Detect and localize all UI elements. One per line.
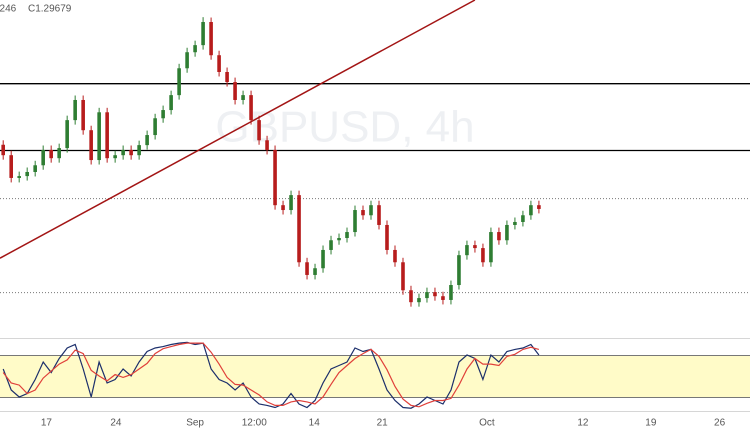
x-tick-label: 14 xyxy=(309,418,321,429)
oscillator-band xyxy=(0,355,750,397)
candle-body xyxy=(425,292,429,299)
candle-body xyxy=(473,245,477,249)
candle-body xyxy=(537,205,541,209)
candle-body xyxy=(209,22,213,56)
candle-body xyxy=(465,245,469,256)
x-tick-label: 12:00 xyxy=(242,418,267,429)
candle-body xyxy=(497,232,501,241)
candle-body xyxy=(529,205,533,216)
candle-body xyxy=(281,205,285,211)
watermark: GBPUSD, 4h xyxy=(215,103,474,152)
candle-body xyxy=(17,176,21,178)
x-tick-label: 26 xyxy=(714,418,726,429)
candle-body xyxy=(289,195,293,211)
x-tick-label: 19 xyxy=(645,418,657,429)
candle-body xyxy=(313,268,317,275)
candle-body xyxy=(337,238,341,241)
x-tick-label: Oct xyxy=(479,418,495,429)
candle-body xyxy=(129,149,133,156)
candle-body xyxy=(241,95,245,100)
candle-body xyxy=(297,195,301,263)
candle-body xyxy=(121,149,125,156)
candle-body xyxy=(305,262,309,275)
candle-body xyxy=(25,171,29,177)
x-tick-label: 24 xyxy=(110,418,122,429)
candle-body xyxy=(513,221,517,225)
candle-body xyxy=(449,285,453,300)
candle-body xyxy=(505,224,509,241)
candle-body xyxy=(89,130,93,161)
candle-body xyxy=(161,110,165,119)
candle-body xyxy=(137,145,141,156)
candle-body xyxy=(393,249,397,263)
candle-body xyxy=(1,144,5,156)
candle-body xyxy=(249,95,253,121)
candle-body xyxy=(217,55,221,73)
candle-body xyxy=(225,72,229,83)
candle-body xyxy=(233,82,237,100)
candle-body xyxy=(417,298,421,303)
candle-body xyxy=(521,215,525,222)
candle-body xyxy=(385,224,389,250)
candle-body xyxy=(113,155,117,159)
candle-body xyxy=(185,52,189,69)
candle-body xyxy=(257,120,261,141)
candle-body xyxy=(33,165,37,172)
candle-body xyxy=(153,118,157,136)
candle-body xyxy=(481,248,485,263)
candle-body xyxy=(329,240,333,250)
candle-body xyxy=(321,249,325,269)
candle-body xyxy=(81,99,85,131)
candle-body xyxy=(377,205,381,225)
candle-body xyxy=(265,140,269,150)
candle-body xyxy=(433,292,437,297)
candle-body xyxy=(73,99,77,121)
candle-body xyxy=(105,112,109,159)
x-tick-label: 17 xyxy=(41,418,53,429)
candle-body xyxy=(57,148,61,159)
trendline xyxy=(0,0,476,259)
oscillator-line xyxy=(2,342,540,408)
candle-body xyxy=(145,135,149,146)
candle-body xyxy=(193,45,197,53)
x-tick-label: 21 xyxy=(377,418,389,429)
x-tick-label: 12 xyxy=(577,418,589,429)
candle-body xyxy=(97,112,101,161)
ohlc-fragment: 9246 xyxy=(0,4,17,15)
candle-body xyxy=(169,95,173,111)
candle-body xyxy=(441,296,445,300)
oscillator-line xyxy=(2,341,540,409)
candle-body xyxy=(401,262,405,291)
candle-body xyxy=(273,149,277,206)
candle-body xyxy=(201,22,205,46)
candle-body xyxy=(457,255,461,286)
x-tick-label: Sep xyxy=(186,418,204,429)
candle-body xyxy=(65,120,69,149)
candle-body xyxy=(353,210,357,233)
candle-body xyxy=(177,68,181,96)
candle-body xyxy=(49,149,53,159)
candle-body xyxy=(409,290,413,303)
candle-body xyxy=(41,149,45,166)
close-label: C1.29679 xyxy=(28,4,72,15)
candle-body xyxy=(489,232,493,263)
candle-body xyxy=(369,205,373,216)
candle-body xyxy=(9,155,13,178)
candle-body xyxy=(345,232,349,239)
candle-body xyxy=(361,210,365,216)
